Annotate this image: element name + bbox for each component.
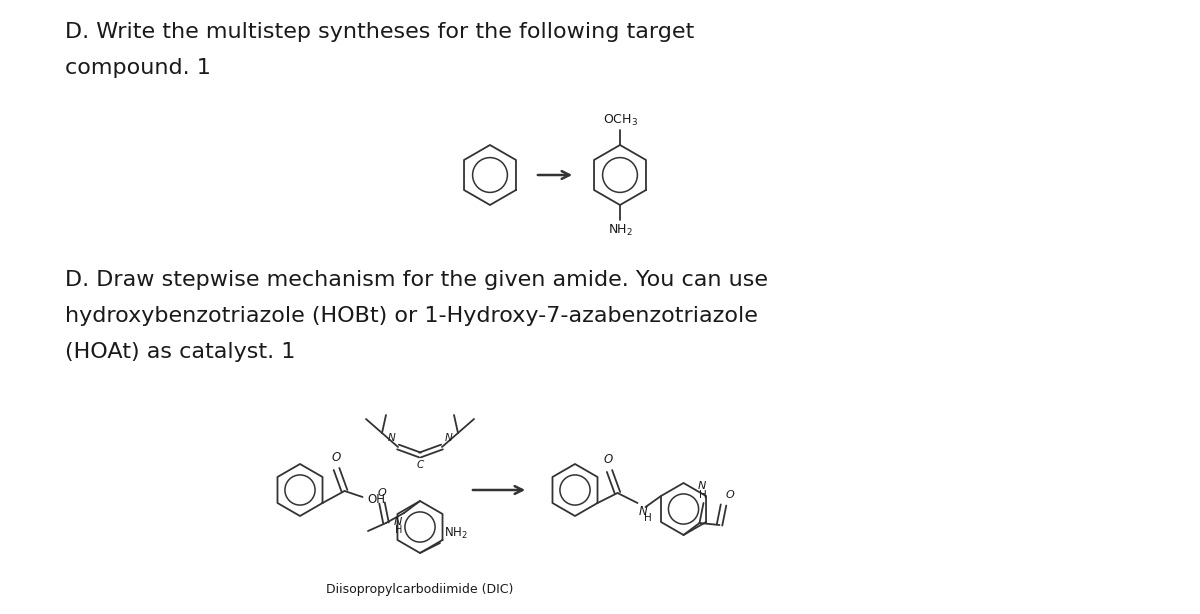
Text: NH$_2$: NH$_2$ [444, 526, 468, 541]
Text: N: N [445, 433, 452, 443]
Text: N: N [638, 505, 647, 518]
Text: D. Write the multistep syntheses for the following target: D. Write the multistep syntheses for the… [65, 22, 695, 42]
Text: H: H [643, 513, 652, 523]
Text: O: O [726, 490, 734, 500]
Text: O: O [332, 451, 341, 464]
Text: OCH$_3$: OCH$_3$ [602, 113, 637, 128]
Text: N: N [388, 433, 395, 443]
Text: O: O [378, 488, 386, 498]
Text: H: H [698, 490, 707, 500]
Text: compound. 1: compound. 1 [65, 58, 211, 78]
Text: N: N [697, 481, 706, 491]
Text: H: H [395, 525, 402, 535]
Text: C: C [416, 460, 424, 470]
Text: (HOAt) as catalyst. 1: (HOAt) as catalyst. 1 [65, 342, 295, 362]
Text: OH: OH [367, 492, 385, 505]
Text: hydroxybenzotriazole (HOBt) or 1-Hydroxy-7-azabenzotriazole: hydroxybenzotriazole (HOBt) or 1-Hydroxy… [65, 306, 758, 326]
Text: D. Draw stepwise mechanism for the given amide. You can use: D. Draw stepwise mechanism for the given… [65, 270, 768, 290]
Text: N: N [394, 517, 402, 527]
Text: Diisopropylcarbodiimide (DIC): Diisopropylcarbodiimide (DIC) [326, 583, 514, 596]
Text: NH$_2$: NH$_2$ [607, 223, 632, 238]
Text: O: O [604, 453, 613, 466]
